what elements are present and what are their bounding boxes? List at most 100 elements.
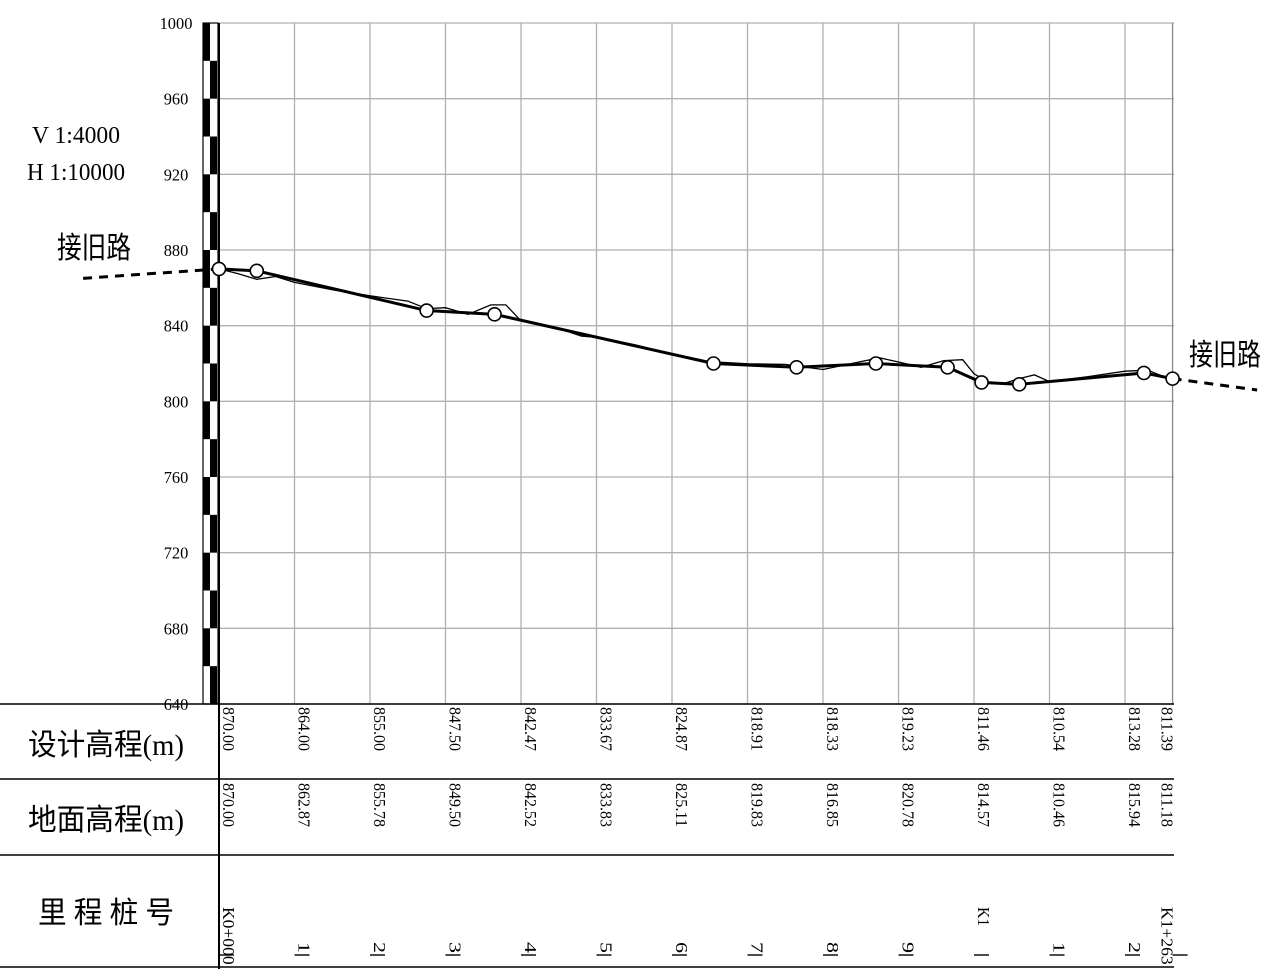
ground-elevation-value: 816.85	[823, 783, 842, 827]
stake-number-label: 2	[1125, 942, 1144, 953]
ground-elevation-value: 814.57	[974, 783, 993, 827]
ground-elevation-value: 855.78	[370, 783, 389, 827]
y-tick-label: 920	[164, 165, 189, 184]
scale-bar-block	[210, 666, 217, 704]
design-grade-line	[218, 267, 1173, 386]
ground-elevation-value: 810.46	[1050, 783, 1069, 827]
y-tick-label: 760	[164, 468, 189, 487]
connection-grade-line	[82, 267, 220, 280]
vertical-curve-point-marker	[249, 263, 265, 279]
ground-elevation-value: 833.83	[597, 783, 616, 827]
scale-bar-block	[210, 363, 217, 402]
ground-elevation-value: 862.87	[295, 783, 314, 827]
stake-number-label: 5	[597, 942, 616, 953]
stake-number-label: 9	[899, 942, 918, 953]
ground-elevation-value: 825.11	[672, 783, 691, 827]
vertical-curve-point-marker	[974, 375, 989, 390]
stake-number-label: 2	[370, 942, 389, 953]
vertical-curve-point-marker	[487, 307, 502, 322]
ground-elevation-value: 842.52	[521, 783, 540, 827]
design-elevation-value: 870.00	[219, 707, 238, 751]
stake-number-label: K1	[974, 907, 993, 926]
stake-number-label: 1	[295, 942, 314, 953]
ground-elevation-value: 849.50	[446, 783, 465, 827]
ground-elevation-row-title: 地面高程(m)	[28, 804, 184, 837]
ground-elevation-value: 820.78	[899, 783, 918, 827]
design-elevation-value: 833.67	[597, 707, 616, 751]
y-tick-label: 800	[164, 392, 189, 411]
scale-bar-block	[210, 136, 217, 175]
design-elevation-value: 818.91	[748, 707, 767, 751]
scale-bar-block	[210, 514, 217, 553]
scale-bar-block	[203, 23, 210, 61]
y-tick-label: 840	[164, 317, 189, 336]
ground-elevation-value: 870.00	[219, 783, 238, 827]
vertical-curve-point-marker	[1011, 377, 1027, 392]
vertical-curve-point-marker	[419, 303, 434, 318]
scale-bar-block	[203, 325, 210, 364]
design-elevation-value: 819.23	[899, 707, 918, 751]
scale-bar-block	[210, 590, 217, 629]
design-elevation-value: 811.39	[1158, 707, 1177, 751]
design-elevation-value: 811.46	[974, 707, 993, 751]
design-grade-series	[218, 267, 1173, 386]
connection-grade-line	[1172, 377, 1258, 392]
design-elevation-value: 813.28	[1125, 707, 1144, 751]
vertical-curve-point-marker	[706, 356, 721, 371]
design-elevation-value: 818.33	[823, 707, 842, 751]
y-tick-label: 960	[164, 90, 189, 109]
vertical-curve-point-marker	[1165, 371, 1180, 386]
y-tick-label: 720	[164, 544, 189, 563]
stake-number-label: 7	[748, 942, 767, 954]
design-elevation-value: 824.87	[672, 707, 691, 751]
scale-annotation: V 1:4000 H 1:10000	[27, 123, 125, 186]
scale-bar-block	[210, 439, 217, 477]
y-tick-label: 880	[164, 241, 189, 260]
scale-bar-block	[203, 401, 210, 440]
horizontal-scale-label: H 1:10000	[27, 160, 125, 186]
ground-elevation-value: 819.83	[748, 783, 767, 827]
grid-lines	[219, 22, 1174, 705]
stake-number-label: K0+000	[219, 907, 238, 965]
vertical-curve-points	[211, 261, 1180, 392]
design-elevation-value: 810.54	[1050, 707, 1069, 751]
stake-number-label: K1+263	[1158, 907, 1177, 965]
scale-bar-block	[210, 287, 217, 326]
stake-number-label: 1	[1050, 942, 1069, 953]
y-tick-label: 680	[164, 619, 189, 638]
stake-number-label: 6	[672, 942, 691, 953]
stake-number-label: 8	[823, 942, 842, 953]
design-elevation-value: 855.00	[370, 707, 389, 751]
ground-elevation-value: 815.94	[1125, 783, 1144, 827]
vertical-curve-point-marker	[940, 359, 955, 375]
ground-elevation-value: 811.18	[1158, 783, 1177, 827]
scale-bar-block	[203, 628, 210, 667]
vertical-curve-point-marker	[211, 261, 227, 277]
vertical-curve-point-marker	[789, 359, 804, 375]
design-elevation-value: 847.50	[446, 707, 465, 751]
design-elevation-row-title: 设计高程(m)	[28, 729, 184, 762]
design-elevation-value: 864.00	[295, 707, 314, 751]
scale-bar-block	[203, 477, 210, 515]
scale-bar-block	[203, 552, 210, 591]
connect-old-road-label-end: 接旧路	[1189, 339, 1261, 372]
vertical-scale-label: V 1:4000	[32, 123, 120, 149]
data-table: 设计高程(m) 地面高程(m) 里 程 桩 号 870.00 870.00 K0+0…	[0, 703, 1188, 968]
vertical-curve-point-marker	[1136, 365, 1152, 381]
stake-number-row-title: 里 程 桩 号	[38, 897, 174, 930]
scale-bar-block	[210, 212, 217, 250]
connection-grade-lines	[82, 267, 1258, 392]
scale-bar-block	[203, 250, 210, 288]
stake-number-label: 3	[446, 942, 465, 953]
vertical-scale-bar	[202, 22, 220, 969]
scale-bar-block	[210, 60, 217, 99]
scale-bar-block	[203, 174, 210, 213]
connect-old-road-label-start: 接旧路	[57, 232, 131, 265]
y-tick-label: 1000	[160, 14, 193, 33]
vertical-curve-point-marker	[868, 356, 884, 371]
stake-number-label: 4	[521, 942, 540, 954]
design-elevation-value: 842.47	[521, 707, 540, 751]
scale-bar-block	[203, 98, 210, 137]
